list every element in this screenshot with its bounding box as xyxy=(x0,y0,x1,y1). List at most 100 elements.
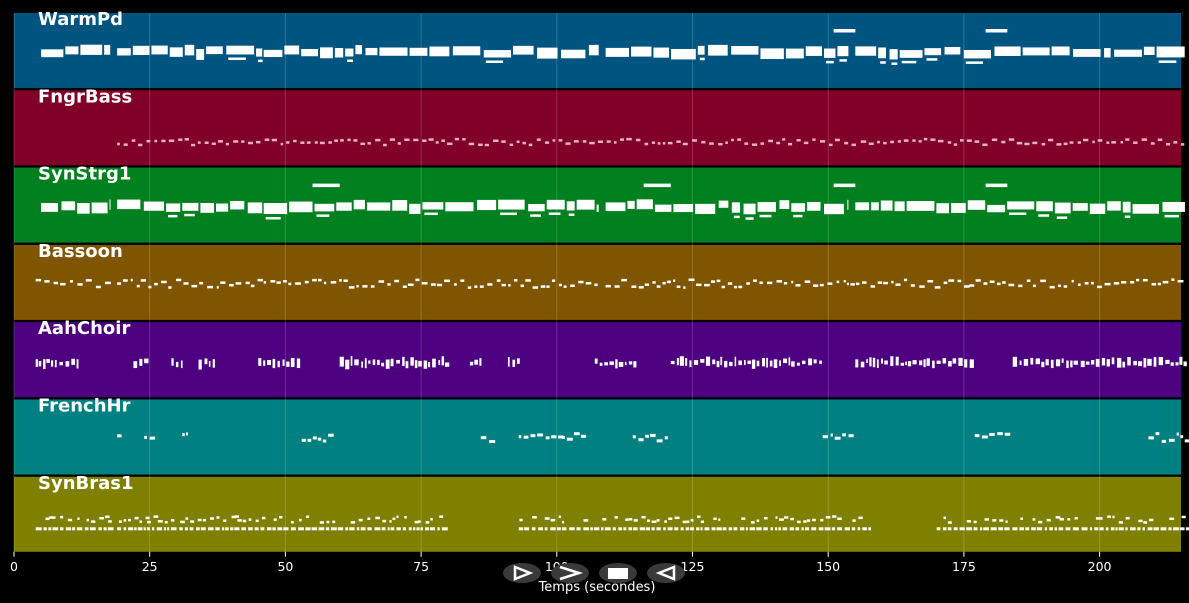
note xyxy=(688,278,695,282)
note xyxy=(762,358,766,367)
track-bassoon[interactable] xyxy=(14,244,1184,320)
note xyxy=(537,433,543,437)
note xyxy=(390,358,394,367)
note xyxy=(518,527,524,531)
note xyxy=(413,527,416,531)
note xyxy=(421,282,428,285)
note xyxy=(618,361,624,367)
note xyxy=(1104,48,1111,58)
x-tick-label: 175 xyxy=(952,559,976,574)
note xyxy=(477,199,497,211)
note xyxy=(953,527,958,531)
track-aahchoir[interactable] xyxy=(14,322,1187,398)
track-synbras1[interactable] xyxy=(14,476,1189,552)
note xyxy=(987,204,1006,213)
note xyxy=(1041,143,1046,146)
note xyxy=(614,285,620,288)
track-fngrbass[interactable] xyxy=(14,90,1185,166)
note xyxy=(117,282,122,285)
chevron-right-icon xyxy=(559,565,584,581)
note xyxy=(1105,527,1109,531)
note xyxy=(631,46,652,57)
note xyxy=(444,279,450,283)
note xyxy=(737,138,742,141)
note xyxy=(522,141,527,145)
track-notes xyxy=(35,356,1187,370)
note xyxy=(1094,527,1099,531)
note xyxy=(690,527,694,531)
note xyxy=(774,527,778,531)
note xyxy=(328,433,334,437)
note xyxy=(258,59,263,63)
note xyxy=(1025,527,1030,531)
transport-controls xyxy=(503,563,685,583)
note xyxy=(912,360,917,365)
note xyxy=(154,139,158,143)
note xyxy=(191,284,198,288)
note xyxy=(143,201,165,211)
note xyxy=(123,527,127,531)
high-note xyxy=(985,183,1008,188)
note xyxy=(666,280,671,284)
note xyxy=(918,140,922,143)
note xyxy=(656,519,660,522)
note xyxy=(690,518,694,522)
note xyxy=(615,359,618,369)
note xyxy=(545,436,550,440)
note xyxy=(123,519,127,522)
note xyxy=(242,519,247,523)
rewind-icon xyxy=(655,565,676,581)
note xyxy=(947,521,952,524)
note xyxy=(926,58,938,61)
note xyxy=(566,201,575,211)
note xyxy=(548,212,561,215)
note xyxy=(372,359,376,366)
play-button[interactable] xyxy=(503,563,541,583)
note xyxy=(746,282,750,285)
note xyxy=(965,61,984,64)
track-frenchhr[interactable] xyxy=(14,399,1189,475)
note xyxy=(569,527,575,531)
note xyxy=(528,203,545,212)
note xyxy=(1157,282,1161,286)
note xyxy=(484,143,489,147)
note xyxy=(229,283,234,287)
note xyxy=(387,283,391,286)
note xyxy=(323,281,327,285)
note xyxy=(1054,527,1057,531)
note xyxy=(783,358,788,364)
note xyxy=(1112,515,1115,519)
note xyxy=(235,282,242,285)
note xyxy=(729,361,733,367)
note xyxy=(580,434,587,438)
note xyxy=(632,435,636,439)
note xyxy=(424,212,438,216)
note xyxy=(164,520,168,524)
note xyxy=(41,203,59,212)
note xyxy=(143,527,146,531)
note xyxy=(824,48,836,58)
note xyxy=(1020,517,1024,520)
note xyxy=(796,139,801,142)
stop-button[interactable] xyxy=(599,563,637,583)
note xyxy=(824,203,844,215)
note xyxy=(718,142,723,146)
note xyxy=(390,527,395,531)
note xyxy=(479,285,484,288)
track-warmpd[interactable] xyxy=(14,13,1185,88)
track-synstrg1[interactable] xyxy=(14,167,1185,243)
note xyxy=(1129,527,1136,531)
note xyxy=(1008,138,1015,141)
note xyxy=(1049,527,1053,531)
note xyxy=(220,281,226,284)
note xyxy=(662,142,666,145)
note xyxy=(763,527,768,531)
note xyxy=(59,361,63,366)
note xyxy=(1135,278,1140,282)
note xyxy=(1071,279,1074,283)
note xyxy=(829,143,833,147)
note xyxy=(226,45,255,55)
rewind-button[interactable] xyxy=(647,563,685,583)
note xyxy=(49,516,55,519)
forward-button[interactable] xyxy=(551,563,589,583)
